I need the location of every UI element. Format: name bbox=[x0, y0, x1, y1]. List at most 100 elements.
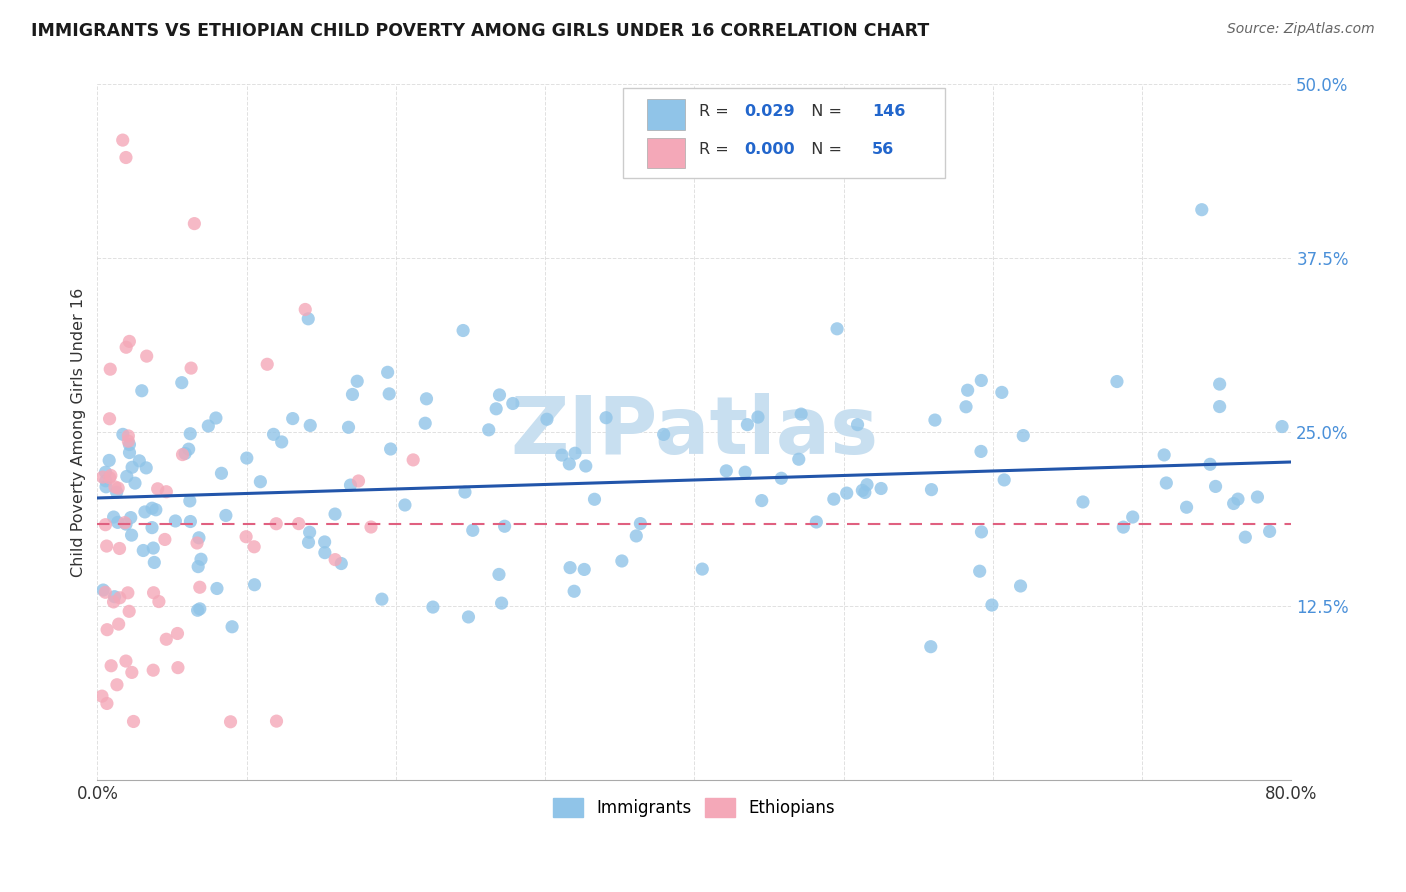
Point bbox=[148, 594, 170, 608]
Point bbox=[294, 302, 316, 317]
Point bbox=[105, 485, 128, 500]
Point bbox=[558, 457, 581, 471]
Point bbox=[143, 556, 166, 570]
Point bbox=[132, 543, 155, 558]
Point bbox=[823, 492, 845, 507]
Point bbox=[188, 602, 211, 616]
Point bbox=[297, 535, 319, 549]
Point bbox=[536, 412, 558, 426]
FancyBboxPatch shape bbox=[623, 88, 945, 178]
Point bbox=[117, 434, 139, 449]
Point bbox=[165, 514, 187, 528]
Point bbox=[562, 584, 585, 599]
Point bbox=[236, 451, 259, 466]
Point bbox=[281, 411, 304, 425]
Point bbox=[323, 552, 346, 566]
Text: 0.029: 0.029 bbox=[745, 104, 796, 119]
Point bbox=[107, 516, 129, 530]
Point bbox=[378, 387, 401, 401]
Point bbox=[690, 562, 713, 576]
Point bbox=[100, 468, 122, 483]
Point bbox=[205, 582, 228, 596]
Point bbox=[186, 536, 208, 550]
Point bbox=[91, 689, 114, 703]
Point bbox=[806, 515, 828, 529]
Point bbox=[111, 427, 134, 442]
Point bbox=[174, 446, 197, 460]
Point bbox=[1175, 500, 1198, 515]
Point bbox=[628, 516, 651, 531]
Point bbox=[491, 596, 513, 610]
Point bbox=[103, 595, 125, 609]
Point bbox=[716, 464, 738, 478]
Point bbox=[117, 429, 139, 443]
Point bbox=[166, 626, 188, 640]
Point bbox=[488, 388, 510, 402]
Point bbox=[1122, 510, 1144, 524]
Point bbox=[94, 517, 117, 532]
Point bbox=[115, 151, 138, 165]
Point bbox=[993, 473, 1015, 487]
Point bbox=[347, 474, 370, 488]
Point bbox=[1205, 479, 1227, 493]
Point bbox=[211, 467, 233, 481]
Point bbox=[146, 482, 169, 496]
Point bbox=[380, 442, 402, 456]
Point bbox=[747, 410, 769, 425]
Point bbox=[153, 533, 176, 547]
Point bbox=[330, 557, 353, 571]
Point bbox=[1156, 475, 1178, 490]
Point bbox=[219, 714, 242, 729]
Point bbox=[172, 448, 194, 462]
Point bbox=[394, 498, 416, 512]
Point bbox=[626, 529, 648, 543]
Point bbox=[371, 592, 394, 607]
Text: R =: R = bbox=[699, 104, 734, 119]
Point bbox=[297, 311, 319, 326]
Point bbox=[243, 578, 266, 592]
Point bbox=[135, 349, 157, 363]
Point bbox=[920, 640, 942, 654]
Point bbox=[558, 560, 581, 574]
Point bbox=[121, 665, 143, 680]
Point bbox=[187, 559, 209, 574]
Point bbox=[124, 476, 146, 491]
Point bbox=[263, 427, 285, 442]
Point bbox=[96, 623, 118, 637]
Point bbox=[1271, 419, 1294, 434]
Point bbox=[96, 697, 118, 711]
Point bbox=[342, 387, 364, 401]
Point bbox=[1234, 530, 1257, 544]
Point bbox=[117, 586, 139, 600]
Point bbox=[846, 417, 869, 432]
Point bbox=[118, 334, 141, 349]
Point bbox=[478, 423, 501, 437]
Point bbox=[249, 475, 271, 489]
Point bbox=[339, 478, 361, 492]
Point bbox=[1208, 400, 1230, 414]
Point bbox=[215, 508, 238, 523]
Point bbox=[314, 546, 336, 560]
Point bbox=[595, 410, 617, 425]
FancyBboxPatch shape bbox=[647, 99, 685, 130]
Point bbox=[170, 376, 193, 390]
Point bbox=[266, 714, 288, 728]
Point bbox=[107, 617, 129, 632]
Point bbox=[835, 486, 858, 500]
Point bbox=[991, 385, 1014, 400]
Point bbox=[564, 446, 586, 460]
Point bbox=[413, 416, 436, 430]
Point bbox=[610, 554, 633, 568]
Point bbox=[415, 392, 437, 406]
Point bbox=[115, 340, 138, 354]
Point bbox=[970, 444, 993, 458]
Point bbox=[1071, 495, 1094, 509]
Point bbox=[197, 419, 219, 434]
Point bbox=[337, 420, 360, 434]
Point bbox=[299, 418, 322, 433]
Point bbox=[179, 515, 201, 529]
Point bbox=[94, 585, 117, 599]
Point bbox=[115, 517, 138, 532]
Point bbox=[323, 507, 346, 521]
Point bbox=[485, 401, 508, 416]
